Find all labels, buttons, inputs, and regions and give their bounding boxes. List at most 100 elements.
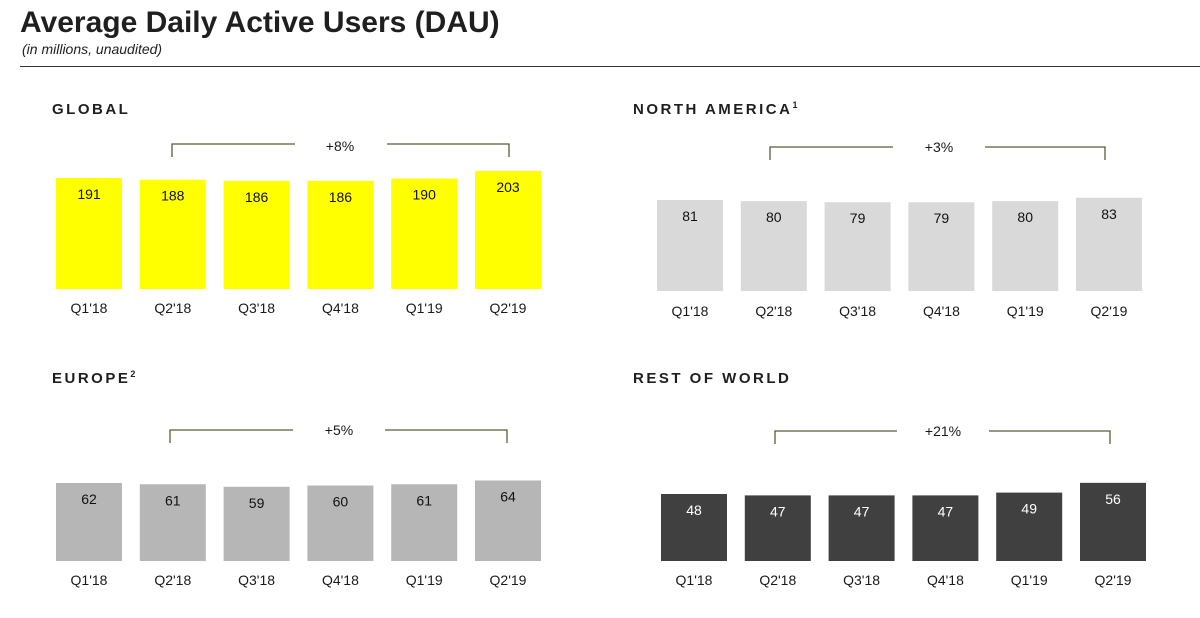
page-title: Average Daily Active Users (DAU) [20, 6, 500, 39]
global-panel-title: GLOBAL [52, 101, 130, 118]
global-category-label-5: Q1'19 [406, 300, 443, 316]
global-bar-3 [223, 180, 290, 289]
north-america-bracket-right [985, 146, 1106, 160]
north-america-panel-title: NORTH AMERICA1 [633, 100, 798, 119]
rest-of-world-bar-3 [828, 495, 895, 561]
north-america-bar-5 [992, 201, 1059, 291]
rest-of-world-panel-title: REST OF WORLD [633, 370, 791, 387]
global-value-label-1: 191 [77, 186, 101, 202]
rest-of-world-bar-4 [912, 495, 979, 561]
global-bar-1 [56, 178, 122, 289]
rest-of-world-value-label-2: 47 [770, 503, 786, 519]
europe-bar-4 [307, 485, 374, 561]
europe-value-label-2: 61 [165, 492, 181, 508]
global-category-label-6: Q2'19 [490, 300, 527, 316]
global-value-label-6: 203 [496, 179, 520, 195]
north-america-footnote-marker: 1 [792, 100, 798, 110]
global-title-text: GLOBAL [52, 101, 131, 118]
europe-category-label-2: Q2'18 [154, 572, 191, 588]
europe-panel-title: EUROPE2 [52, 369, 136, 388]
rest-of-world-bracket-left [774, 430, 897, 444]
north-america-bar-2 [740, 201, 807, 291]
rest-of-world-bar-2 [744, 495, 811, 561]
north-america-category-label-2: Q2'18 [755, 303, 792, 319]
rest-of-world-category-label-4: Q4'18 [927, 572, 964, 588]
europe-value-label-5: 61 [416, 492, 432, 508]
europe-category-label-6: Q2'19 [490, 572, 527, 588]
rest-of-world-bar-5 [996, 492, 1063, 561]
north-america-category-label-4: Q4'18 [923, 303, 960, 319]
rest-of-world-bar-6 [1080, 482, 1146, 561]
rest-of-world-title-text: REST OF WORLD [633, 370, 792, 387]
rest-of-world-growth-annotation: +21% [925, 423, 961, 439]
europe-footnote-marker: 2 [130, 369, 136, 379]
header-divider [20, 66, 1200, 67]
europe-category-label-3: Q3'18 [238, 572, 275, 588]
rest-of-world-category-label-5: Q1'19 [1011, 572, 1048, 588]
north-america-category-label-3: Q3'18 [839, 303, 876, 319]
europe-title-text: EUROPE [52, 370, 131, 387]
europe-value-label-4: 60 [333, 494, 349, 510]
global-value-label-4: 186 [329, 189, 353, 205]
north-america-value-label-2: 80 [766, 209, 782, 225]
rest-of-world-value-label-6: 56 [1105, 491, 1121, 507]
global-bracket-right [387, 143, 510, 157]
global-bar-2 [139, 179, 206, 289]
north-america-value-label-5: 80 [1017, 209, 1033, 225]
europe-category-label-1: Q1'18 [71, 572, 108, 588]
rest-of-world-category-label-2: Q2'18 [759, 572, 796, 588]
global-category-label-4: Q4'18 [322, 300, 359, 316]
north-america-bar-4 [908, 202, 975, 291]
rest-of-world-category-label-6: Q2'19 [1095, 572, 1132, 588]
rest-of-world-value-label-3: 47 [854, 503, 870, 519]
rest-of-world-category-label-3: Q3'18 [843, 572, 880, 588]
north-america-category-label-1: Q1'18 [672, 303, 709, 319]
global-category-label-3: Q3'18 [238, 300, 275, 316]
global-category-label-1: Q1'18 [71, 300, 108, 316]
global-value-label-2: 188 [161, 188, 185, 204]
north-america-bar-6 [1076, 197, 1142, 291]
rest-of-world-value-label-4: 47 [938, 503, 954, 519]
rest-of-world-category-label-1: Q1'18 [676, 572, 713, 588]
north-america-value-label-1: 81 [682, 208, 698, 224]
europe-bar-3 [223, 486, 290, 561]
europe-bar-2 [139, 484, 206, 561]
europe-bar-5 [391, 484, 458, 561]
europe-bar-6 [475, 480, 541, 561]
global-growth-annotation: +8% [326, 138, 354, 154]
north-america-bar-3 [824, 202, 891, 291]
rest-of-world-bar-1 [661, 494, 727, 561]
global-value-label-3: 186 [245, 189, 269, 205]
page-subtitle: (in millions, unaudited) [22, 41, 163, 57]
global-category-label-2: Q2'18 [154, 300, 191, 316]
north-america-value-label-6: 83 [1101, 206, 1117, 222]
europe-growth-annotation: +5% [325, 422, 353, 438]
global-bar-6 [475, 171, 541, 289]
north-america-title-text: NORTH AMERICA [633, 101, 793, 118]
north-america-category-label-5: Q1'19 [1007, 303, 1044, 319]
rest-of-world-value-label-5: 49 [1021, 501, 1037, 517]
north-america-category-label-6: Q2'19 [1091, 303, 1128, 319]
north-america-value-label-4: 79 [934, 210, 950, 226]
europe-value-label-6: 64 [500, 488, 516, 504]
global-bar-5 [391, 178, 458, 289]
north-america-bar-1 [657, 200, 723, 291]
global-bar-4 [307, 180, 374, 289]
global-value-label-5: 190 [413, 187, 437, 203]
rest-of-world-bracket-right [989, 430, 1111, 444]
north-america-value-label-3: 79 [850, 210, 866, 226]
rest-of-world-value-label-1: 48 [686, 502, 702, 518]
europe-value-label-1: 62 [81, 491, 97, 507]
north-america-bracket-left [769, 146, 893, 160]
global-bracket-left [171, 143, 295, 157]
europe-category-label-5: Q1'19 [406, 572, 443, 588]
europe-category-label-4: Q4'18 [322, 572, 359, 588]
europe-value-label-3: 59 [249, 495, 265, 511]
europe-bracket-right [385, 429, 508, 443]
europe-bar-1 [56, 483, 122, 561]
north-america-growth-annotation: +3% [925, 139, 953, 155]
